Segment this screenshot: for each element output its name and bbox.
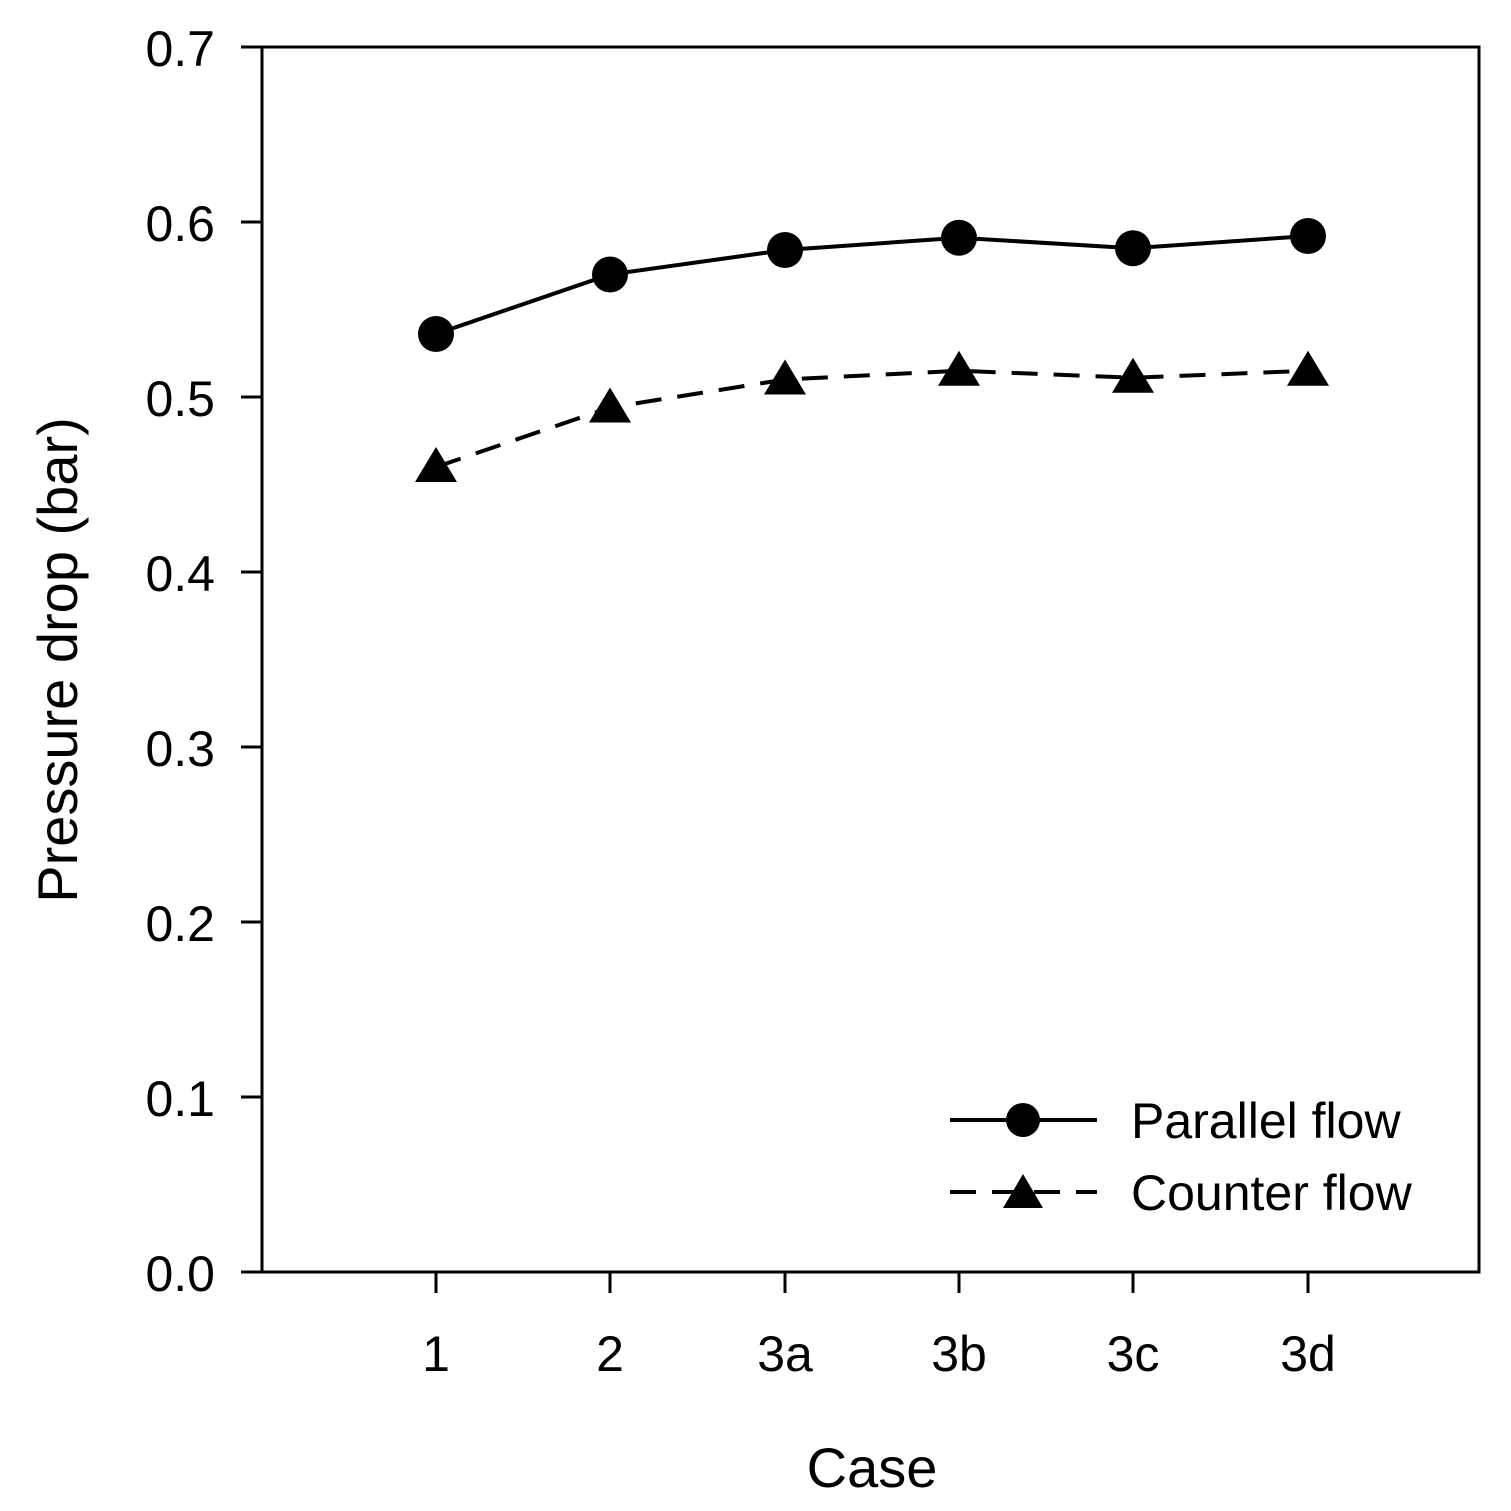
x-tick-label: 1 — [422, 1326, 450, 1382]
y-axis-label: Pressure drop (bar) — [26, 417, 89, 903]
data-point-counter-3c — [1112, 357, 1154, 393]
data-point-counter-1 — [415, 447, 457, 482]
legend-label-parallel: Parallel flow — [1131, 1093, 1401, 1149]
y-tick-label: 0.2 — [145, 896, 215, 952]
legend: Parallel flow Counter flow — [950, 1093, 1413, 1221]
x-tick-label: 3a — [757, 1326, 813, 1382]
y-tick-label: 0.0 — [145, 1246, 215, 1302]
y-tick-label: 0.3 — [145, 721, 215, 777]
data-point-counter-3d — [1287, 350, 1329, 386]
legend-marker-circle — [1006, 1103, 1040, 1137]
x-tick-label: 2 — [596, 1326, 624, 1382]
x-tick-label: 3d — [1280, 1326, 1336, 1382]
plot-frame — [260, 45, 1481, 1274]
data-point-parallel-3d — [1290, 218, 1326, 254]
x-tick-label: 3c — [1107, 1326, 1160, 1382]
data-point-parallel-3c — [1115, 230, 1151, 267]
y-tick-label: 0.1 — [145, 1071, 215, 1127]
data-point-counter-3b — [938, 350, 980, 386]
x-axis: 1 2 3a 3b 3c 3d — [422, 1272, 1336, 1382]
y-tick-label: 0.7 — [145, 21, 215, 77]
data-point-counter-2 — [589, 387, 631, 423]
data-point-parallel-1 — [418, 316, 454, 352]
x-axis-label: Case — [807, 1436, 938, 1499]
y-tick-label: 0.5 — [145, 371, 215, 427]
series-line-counter-flow — [435, 368, 1309, 469]
data-point-parallel-3a — [767, 232, 803, 268]
y-axis: 0.0 0.1 0.2 0.3 0.4 0.5 0.6 0.7 — [145, 21, 262, 1302]
y-tick-label: 0.4 — [145, 546, 215, 602]
data-point-parallel-2 — [592, 256, 628, 293]
data-point-parallel-3b — [941, 219, 977, 256]
x-tick-label: 3b — [931, 1326, 987, 1382]
y-tick-label: 0.6 — [145, 196, 215, 252]
legend-marker-triangle — [1003, 1174, 1043, 1208]
legend-label-counter: Counter flow — [1131, 1165, 1413, 1221]
series-layer — [415, 218, 1329, 482]
series-line-parallel-flow — [435, 234, 1309, 336]
data-point-counter-3a — [764, 359, 806, 395]
